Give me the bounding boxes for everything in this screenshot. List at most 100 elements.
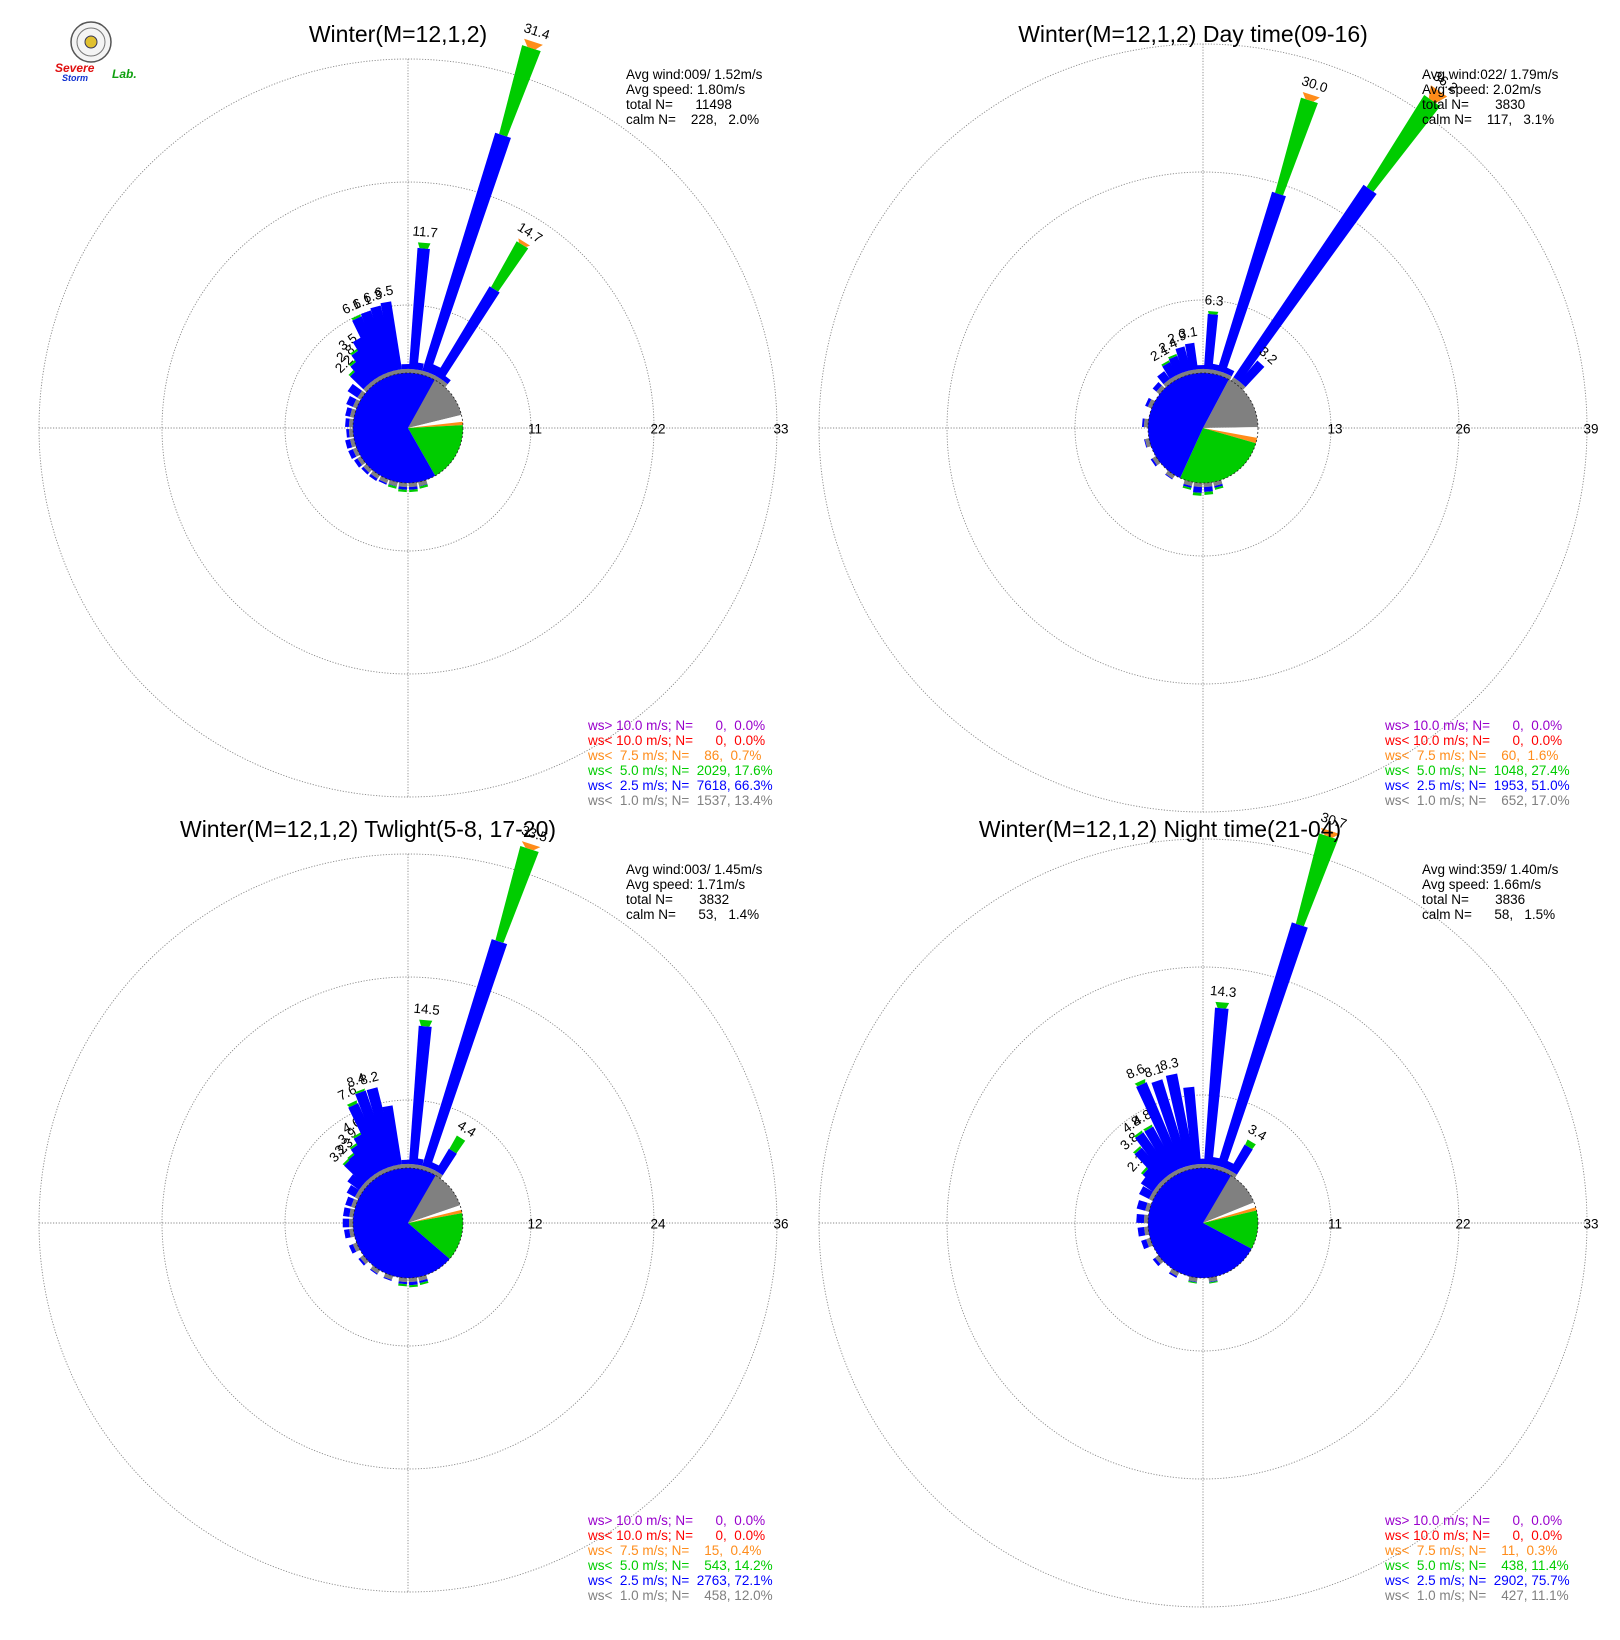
bar-segment-lt2-5 (1183, 1086, 1202, 1165)
bar-label: 8.6 (1124, 1061, 1147, 1082)
bar-segment-lt1 (1235, 381, 1246, 392)
bar-segment-lt2-5 (343, 1229, 351, 1239)
bar-segment-lt5 (346, 1100, 357, 1108)
legend-entry: ws< 1.0 m/s; N= 458, 12.0% (587, 1588, 773, 1603)
bar-segment-lt2-5 (1183, 483, 1192, 488)
ring-label-1: 13 (1327, 422, 1342, 437)
bar-segment-lt2-5 (347, 383, 363, 398)
bar-segment-lt2-5 (422, 939, 508, 1169)
bar-segment-lt2-5 (1175, 346, 1191, 373)
legend-entry: ws< 10.0 m/s; N= 0, 0.0% (587, 1528, 765, 1543)
bar-segment-lt2-5 (398, 486, 408, 490)
logo-line2: Storm (62, 73, 88, 83)
legend-entry: ws< 7.5 m/s; N= 11, 0.3% (1384, 1543, 1557, 1558)
core-outline (352, 1167, 464, 1279)
bar-segment-lt2-5 (1224, 367, 1235, 377)
bar-segment-lt1 (1163, 378, 1174, 389)
bar-segment-lt2-5 (1203, 1007, 1229, 1165)
bar-segment-lt5 (1215, 1001, 1230, 1009)
bar-segment-lt2-5 (435, 286, 500, 381)
legend-entry: ws< 5.0 m/s; N= 438, 11.4% (1384, 1558, 1569, 1573)
bar-label: 11.7 (412, 223, 438, 240)
stat-line: Avg speed: 1.80m/s (626, 82, 745, 97)
direction-bar (1140, 1176, 1163, 1196)
bar-label: 30.0 (1300, 73, 1330, 95)
bar-segment-lt5 (1208, 310, 1219, 315)
ring-2 (161, 976, 655, 1470)
bar-label: 6.5 (373, 282, 394, 300)
bar-segment-lt2-5 (351, 349, 378, 383)
bar-segment-lt5 (1143, 1124, 1153, 1132)
core-outline (1147, 372, 1259, 484)
bar-segment-lt2-5 (1136, 1200, 1148, 1211)
direction-bar (1203, 480, 1214, 495)
bar-segment-lt5 (1295, 833, 1338, 927)
direction-bar (1226, 1139, 1256, 1180)
stat-line: Avg speed: 2.02m/s (1422, 82, 1541, 97)
bar-label: 8.4 (345, 1070, 368, 1091)
bar-segment-lt2-5 (408, 247, 430, 370)
bar-segment-lt5 (409, 1284, 418, 1288)
bar-segment-lt2-5 (1152, 382, 1162, 392)
bar-segment-lt2-5 (1162, 361, 1178, 380)
bar-segment-lt7-5 (1302, 91, 1320, 102)
bar-segment-lt1 (1165, 469, 1177, 479)
bar-segment-lt2-5 (1145, 397, 1152, 407)
core-slice-calm (408, 1205, 462, 1223)
bar-segment-lt2-5 (342, 1207, 351, 1217)
direction-bar (437, 374, 451, 389)
legend-entry: ws< 10.0 m/s; N= 0, 0.0% (1384, 1528, 1562, 1543)
bar-segment-lt2-5 (1144, 1126, 1178, 1175)
bar-segment-lt2-5 (1165, 1073, 1195, 1167)
bar-segment-lt2-5 (1193, 486, 1203, 493)
legend-entry: ws< 5.0 m/s; N= 2029, 17.6% (587, 763, 773, 778)
legend-entry: ws< 7.5 m/s; N= 60, 1.6% (1384, 748, 1558, 763)
direction-bar (369, 469, 382, 482)
bar-segment-lt2-5 (344, 1159, 370, 1185)
bar-segment-lt1 (370, 469, 382, 479)
stat-line: total N= 3832 (626, 892, 729, 907)
bar-segment-lt5 (1192, 492, 1202, 496)
bar-segment-lt2-5 (388, 483, 397, 487)
legend-entry: ws< 5.0 m/s; N= 1048, 27.4% (1384, 763, 1570, 778)
direction-bar (1145, 397, 1157, 410)
core-slice-lt1 (408, 379, 462, 428)
bar-segment-lt2-5 (1150, 458, 1158, 467)
bar-segment-lt2-5 (345, 418, 350, 428)
bar-segment-lt5 (1366, 95, 1441, 192)
direction-bar (432, 1135, 466, 1181)
stat-line: total N= 11498 (626, 97, 732, 112)
bar-segment-lt5 (398, 489, 407, 493)
wind-rose-panels: 11 22 332.22.83.56.16.16.36.511.731.414.7W… (38, 20, 1599, 1608)
core-slice-lt5 (408, 425, 463, 476)
bar-segment-lt2-5 (1217, 191, 1286, 374)
direction-bar (1157, 371, 1174, 389)
stat-line: Avg wind:022/ 1.79m/s (1422, 67, 1559, 82)
bar-segment-lt5 (1204, 491, 1214, 495)
legend-entry: ws> 10.0 m/s; N= 0, 0.0% (1384, 718, 1562, 733)
ring-label-2: 22 (1455, 1217, 1470, 1232)
severe-storm-lab-logo: Severe Storm Lab. (55, 21, 137, 83)
direction-bar (358, 1253, 371, 1266)
bar-segment-lt2-5 (1214, 483, 1223, 488)
bar-segment-lt2-5 (414, 1157, 424, 1166)
bar-segment-lt2-5 (419, 1278, 428, 1284)
bar-label: 7.6 (336, 1082, 359, 1104)
ring-label-3: 33 (773, 422, 788, 437)
bar-label: 2.9 (1166, 327, 1188, 347)
bar-segment-lt2-5 (1142, 1168, 1162, 1187)
bar-segment-lt2-5 (1184, 342, 1198, 371)
bar-segment-lt2-5 (345, 1196, 354, 1207)
stat-line: total N= 3836 (1422, 892, 1525, 907)
bar-segment-lt5 (351, 314, 361, 321)
panel-title: Winter(M=12,1,2) (309, 21, 487, 47)
bar-segment-lt2-5 (1151, 1079, 1189, 1169)
bar-segment-lt2-5 (414, 362, 424, 371)
stat-line: total N= 3830 (1422, 97, 1525, 112)
direction-bar (1152, 382, 1167, 396)
core-outline (352, 372, 464, 484)
direction-bar (1221, 367, 1235, 382)
bar-segment-lt2-5 (348, 1244, 357, 1254)
bar-segment-lt5 (499, 45, 541, 137)
bar-segment-lt2-5 (1203, 313, 1219, 370)
